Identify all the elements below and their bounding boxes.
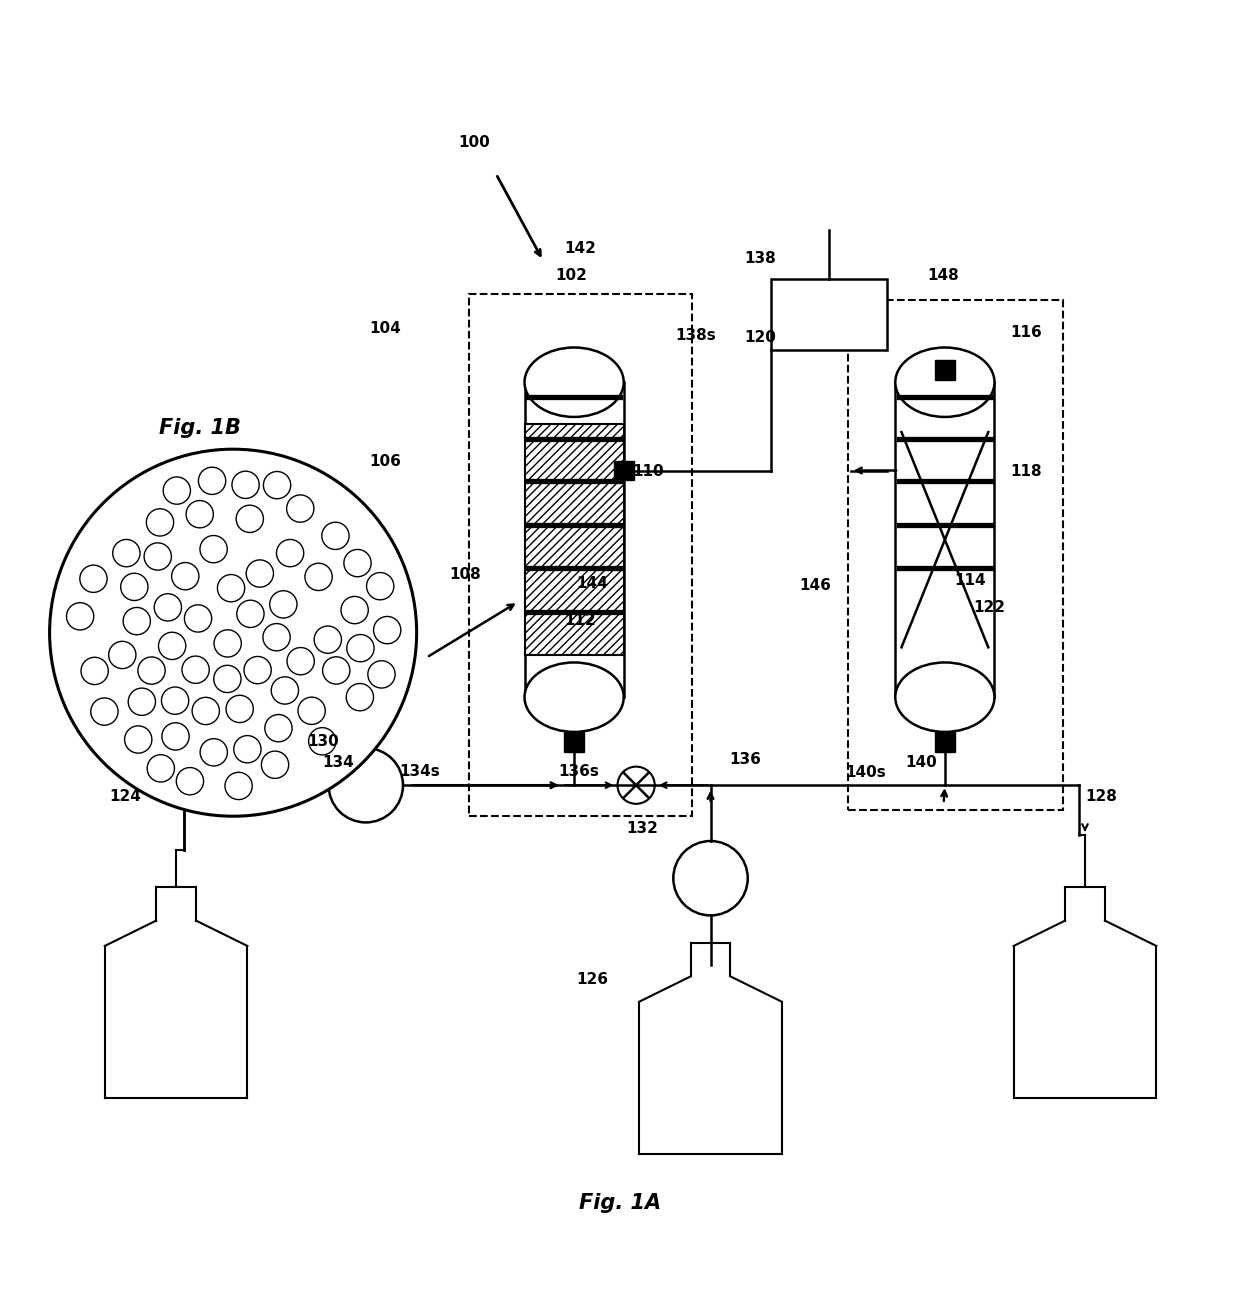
Text: Fig. 1B: Fig. 1B <box>159 418 241 438</box>
Text: 104: 104 <box>370 321 402 337</box>
Text: 114: 114 <box>955 573 987 588</box>
Text: 136s: 136s <box>558 764 599 778</box>
Ellipse shape <box>895 347 994 417</box>
Text: 144: 144 <box>577 576 609 590</box>
Text: 130: 130 <box>308 734 340 750</box>
Text: 140: 140 <box>905 755 937 771</box>
Text: 134: 134 <box>322 755 355 771</box>
Bar <box>469 295 692 817</box>
Bar <box>935 732 955 752</box>
Text: 108: 108 <box>449 567 481 583</box>
Text: 126: 126 <box>577 972 609 988</box>
Text: 118: 118 <box>1011 464 1043 479</box>
Bar <box>525 425 624 655</box>
Ellipse shape <box>525 347 624 417</box>
Text: 122: 122 <box>973 601 1006 615</box>
Bar <box>771 279 887 350</box>
Text: 124: 124 <box>109 789 141 803</box>
Text: Fig. 1A: Fig. 1A <box>579 1193 661 1214</box>
Bar <box>935 360 955 380</box>
Circle shape <box>329 748 403 822</box>
Bar <box>848 300 1063 810</box>
Ellipse shape <box>895 663 994 732</box>
Text: 136: 136 <box>729 752 761 767</box>
Text: 138s: 138s <box>676 327 717 343</box>
Text: 116: 116 <box>1011 325 1043 341</box>
Text: 134s: 134s <box>399 764 440 778</box>
Ellipse shape <box>525 663 624 732</box>
Text: 142: 142 <box>564 241 596 256</box>
Circle shape <box>673 842 748 915</box>
Bar <box>895 383 994 697</box>
Text: 132: 132 <box>626 821 658 836</box>
Text: 148: 148 <box>928 268 960 283</box>
Bar <box>525 383 624 697</box>
Circle shape <box>50 450 417 817</box>
Bar <box>564 732 584 752</box>
Text: 110: 110 <box>632 464 665 479</box>
Text: 146: 146 <box>800 579 832 593</box>
Text: 138: 138 <box>744 251 776 266</box>
Text: 112: 112 <box>564 613 596 627</box>
Text: 140s: 140s <box>846 765 887 780</box>
Bar <box>614 460 634 480</box>
Text: 120: 120 <box>744 330 776 345</box>
Text: 106: 106 <box>370 454 402 469</box>
Text: 128: 128 <box>1085 789 1117 803</box>
Text: 102: 102 <box>556 268 588 283</box>
Text: 100: 100 <box>459 135 491 150</box>
